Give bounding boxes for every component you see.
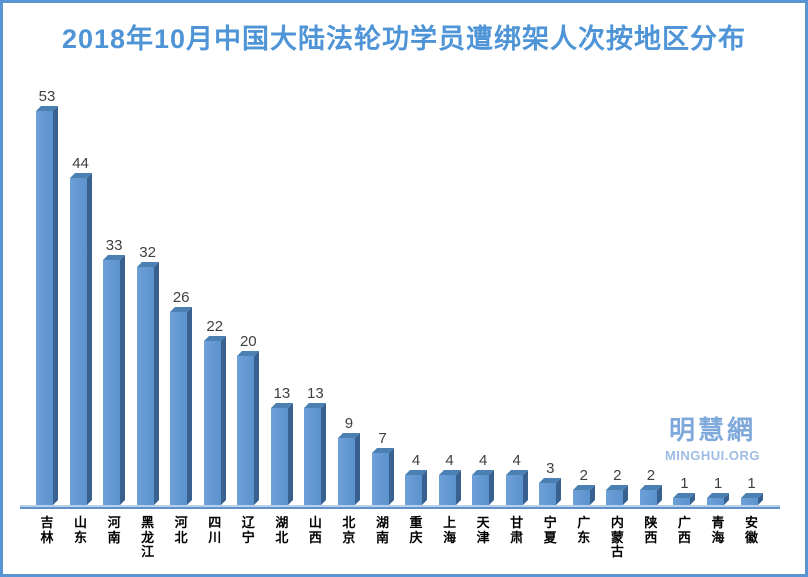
- bar: [673, 497, 691, 505]
- bar: [405, 475, 423, 505]
- bar-value-label: 13: [307, 385, 324, 403]
- bar: [639, 490, 657, 505]
- bar: [740, 497, 758, 505]
- bar-value-label: 2: [613, 467, 622, 485]
- bar-category-label: 北 京: [342, 515, 356, 545]
- bar-value-label: 3: [546, 459, 555, 477]
- bar-category-label: 上 海: [443, 515, 457, 545]
- bar-category-label: 陕 西: [644, 515, 658, 545]
- watermark-latin-text: MINGHUI.ORG: [664, 448, 761, 463]
- bar: [203, 341, 221, 505]
- bar: [337, 438, 355, 505]
- bar: [136, 267, 154, 505]
- chart-title: 2018年10月中国大陆法轮功学员遭绑架人次按地区分布: [61, 24, 747, 54]
- bar-category-label: 山 西: [308, 515, 322, 545]
- bar-value-label: 4: [445, 452, 454, 470]
- bar-value-label: 26: [172, 288, 190, 306]
- bar: [170, 311, 188, 505]
- bar: [270, 408, 288, 505]
- bar: [69, 177, 87, 505]
- bar-category-label: 吉 林: [40, 515, 54, 545]
- x-axis-line: [20, 505, 780, 509]
- bar-category-label: 四 川: [208, 515, 222, 545]
- minghui-watermark: 明慧網 MINGHUI.ORG: [645, 410, 780, 463]
- bar-value-label: 2: [579, 467, 588, 485]
- bar-value-label: 1: [680, 474, 689, 492]
- bar-value-label: 1: [713, 474, 723, 492]
- bar: [572, 490, 590, 505]
- bar: [438, 475, 456, 505]
- bar-category-label: 黑 龙 江: [141, 515, 155, 559]
- bar-value-label: 4: [512, 452, 521, 470]
- bar-category-label: 河 南: [107, 515, 121, 545]
- bar-value-label: 33: [105, 236, 123, 254]
- bar-value-label: 13: [273, 385, 291, 403]
- bar: [36, 111, 53, 505]
- bar-category-label: 宁 夏: [543, 515, 557, 545]
- bar-category-label: 广 西: [677, 515, 691, 545]
- bar-value-label: 1: [747, 474, 756, 492]
- bar: [103, 259, 121, 505]
- bar: [539, 482, 557, 505]
- bar-value-label: 22: [206, 318, 224, 336]
- bar-value-label: 2: [646, 467, 656, 485]
- bar-category-label: 河 北: [174, 515, 188, 545]
- bar: [371, 452, 389, 505]
- bar: [707, 497, 724, 505]
- bar-category-label: 甘 肃: [510, 515, 524, 545]
- bar: [472, 475, 490, 505]
- bar-category-label: 湖 北: [275, 515, 289, 545]
- bar-value-label: 4: [478, 452, 488, 470]
- bar-value-label: 7: [378, 429, 387, 447]
- bar-category-label: 安 徽: [745, 515, 759, 545]
- bar-value-label: 9: [344, 415, 354, 433]
- watermark-chinese-text: 明慧網: [668, 415, 756, 445]
- bar-category-label: 青 海: [711, 515, 725, 545]
- bar-category-label: 辽 宁: [241, 515, 255, 545]
- bar-category-label: 广 东: [577, 515, 591, 545]
- bar: [237, 356, 255, 505]
- bar-value-label: 4: [411, 452, 421, 470]
- bar: [304, 408, 322, 505]
- bar-category-label: 内 蒙 古: [610, 515, 624, 559]
- bar-value-label: 53: [38, 88, 56, 105]
- bar-value-label: 32: [139, 244, 156, 262]
- bar-value-label: 44: [72, 154, 89, 172]
- bar: [505, 475, 523, 505]
- bar-value-label: 20: [239, 333, 257, 351]
- bar: [606, 490, 624, 505]
- bar-category-label: 天 津: [476, 515, 490, 545]
- bar-category-label: 湖 南: [375, 515, 389, 545]
- bar-category-label: 重 庆: [409, 515, 423, 545]
- bar-category-label: 山 东: [74, 515, 88, 545]
